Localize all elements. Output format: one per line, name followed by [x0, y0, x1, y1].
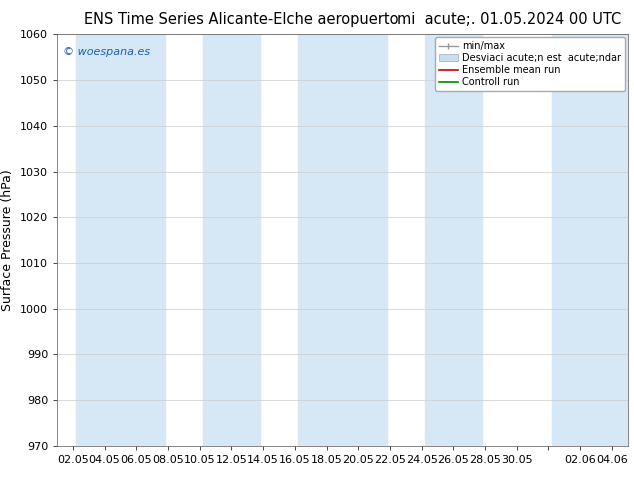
Bar — [425, 34, 482, 446]
Bar — [583, 34, 634, 446]
Text: © woespana.es: © woespana.es — [63, 47, 150, 57]
Bar — [108, 34, 165, 446]
Bar — [298, 34, 355, 446]
Bar — [203, 34, 260, 446]
Text: ENS Time Series Alicante-Elche aeropuerto: ENS Time Series Alicante-Elche aeropuert… — [84, 12, 398, 27]
Bar — [76, 34, 133, 446]
Text: mi  acute;. 01.05.2024 00 UTC: mi acute;. 01.05.2024 00 UTC — [397, 12, 621, 27]
Legend: min/max, Desviaci acute;n est  acute;ndar, Ensemble mean run, Controll run: min/max, Desviaci acute;n est acute;ndar… — [435, 37, 624, 91]
Y-axis label: Surface Pressure (hPa): Surface Pressure (hPa) — [1, 169, 15, 311]
Bar — [552, 34, 609, 446]
Bar — [330, 34, 387, 446]
